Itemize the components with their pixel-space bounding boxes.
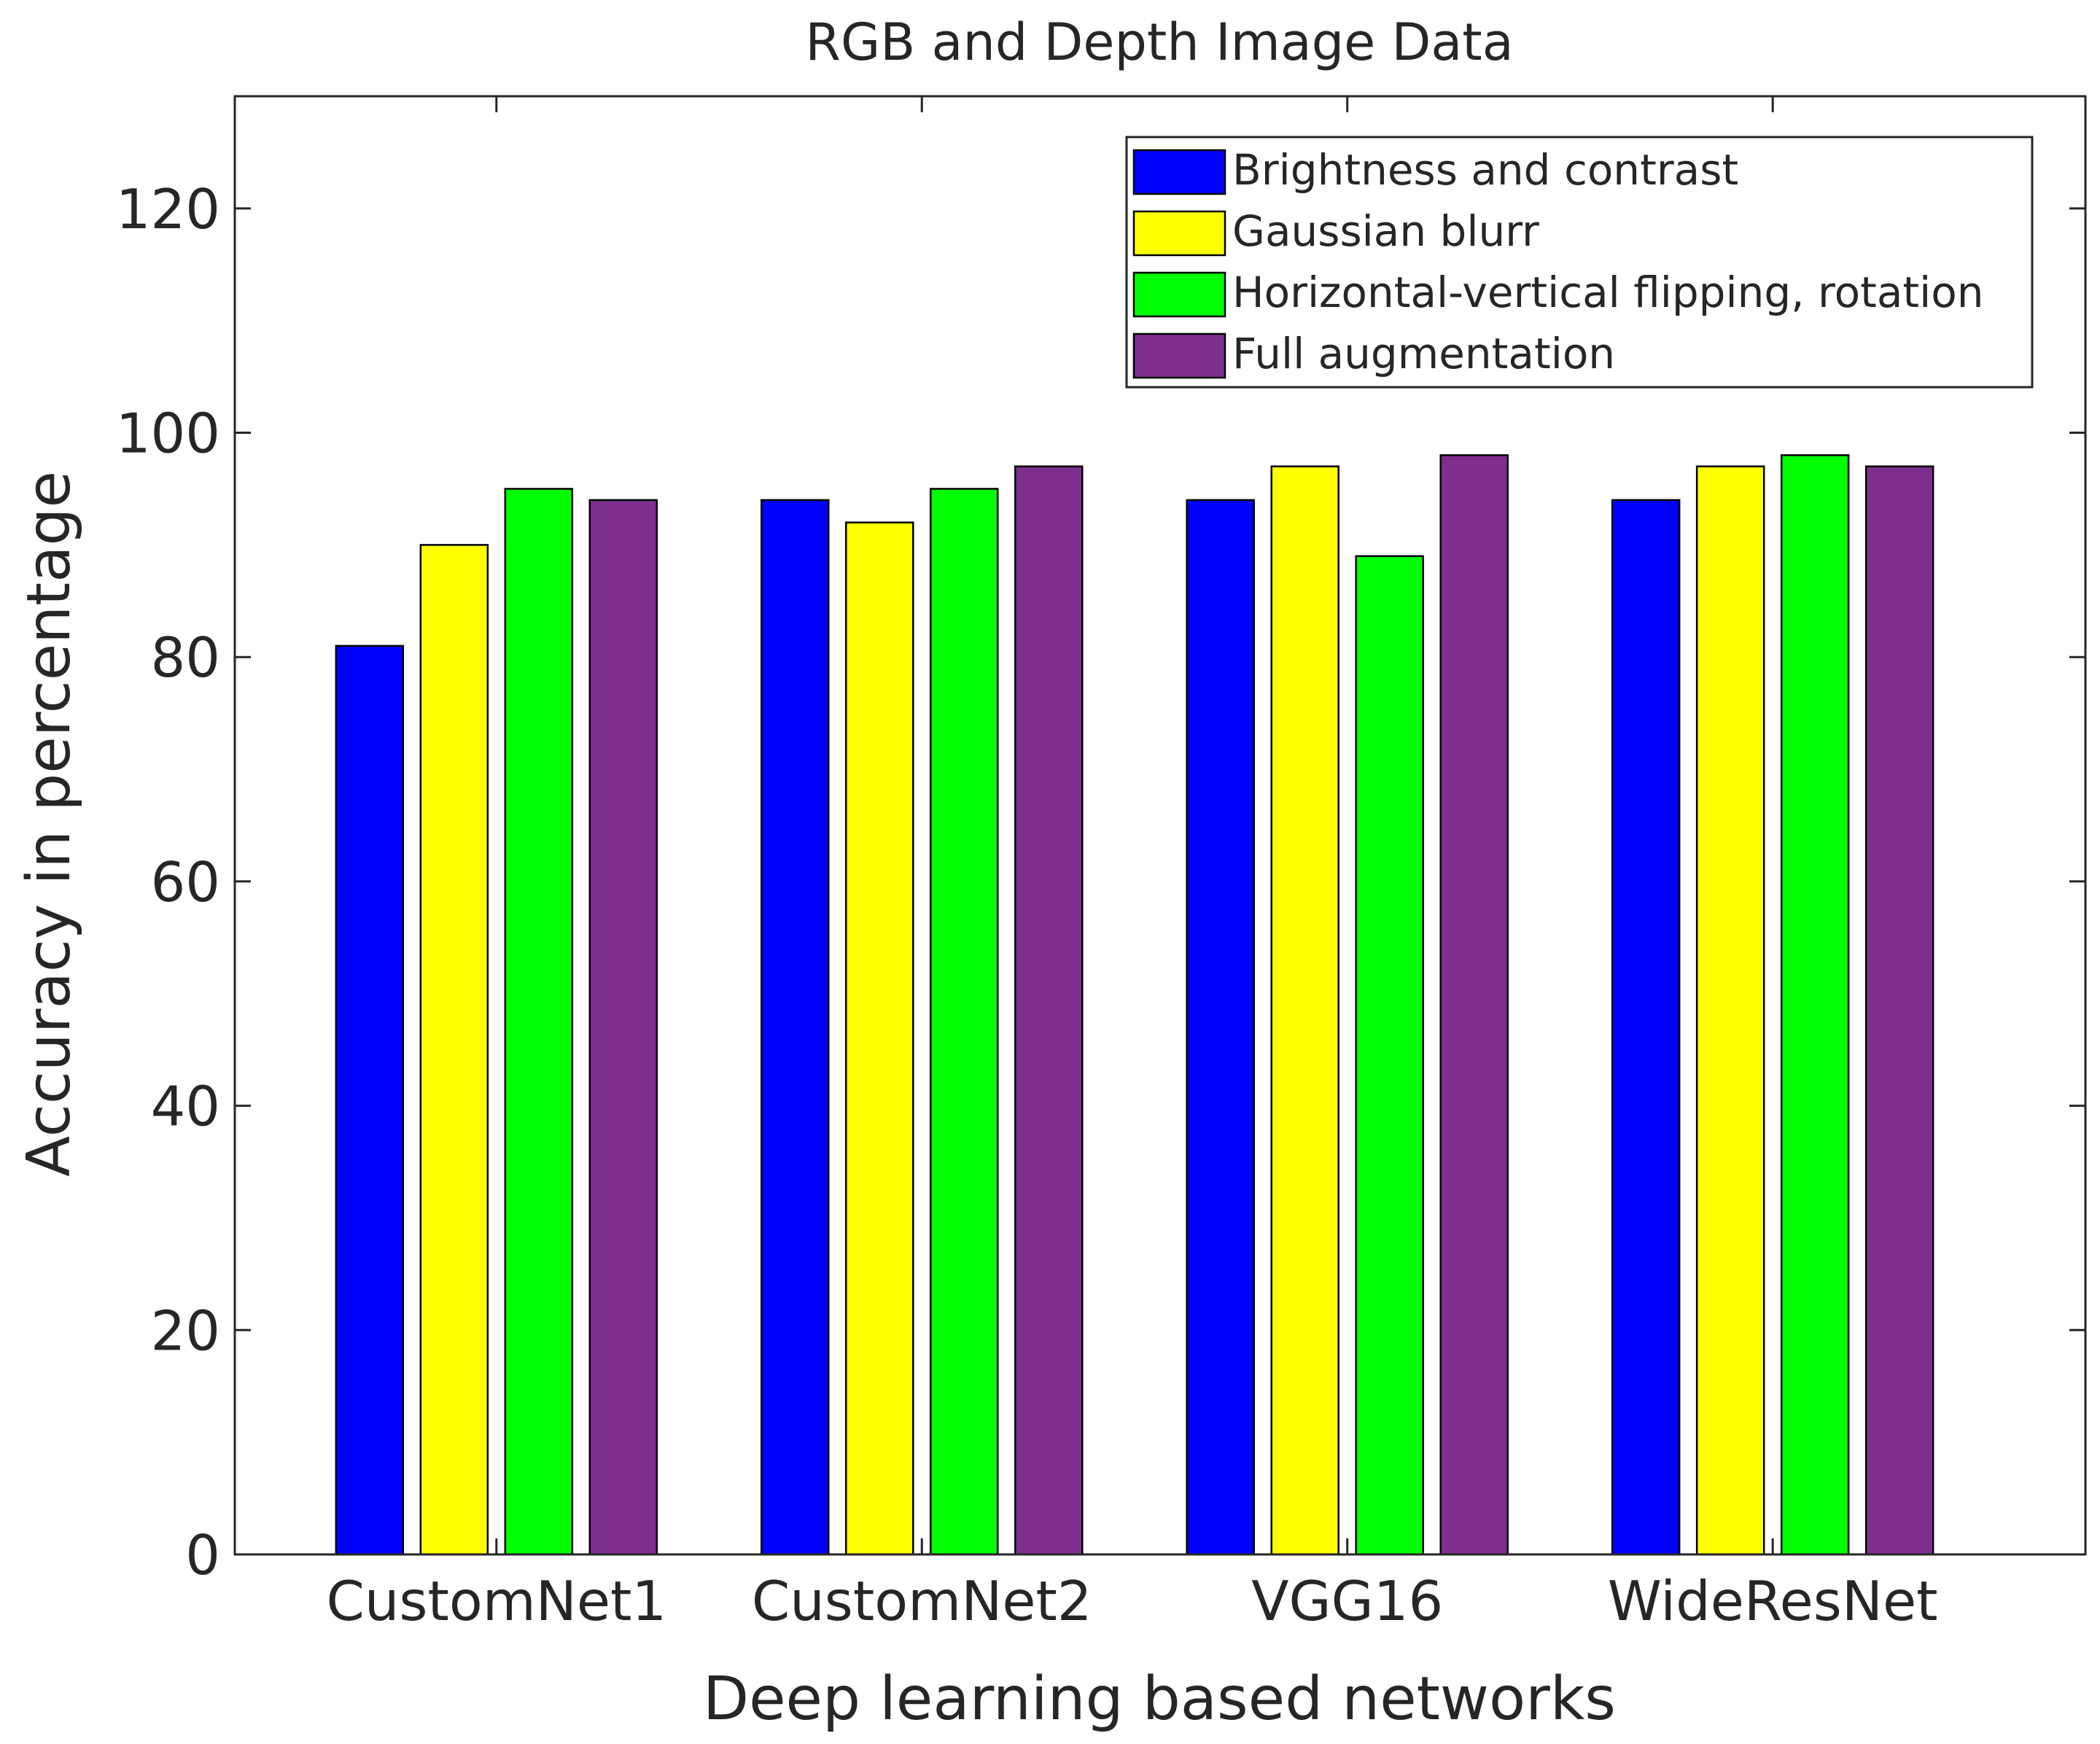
bar-gaussian-blurr-customnet1	[419, 544, 489, 1556]
y-tick-label: 120	[116, 177, 220, 241]
bar-horizontal-vertical-flipping-rotation-wideresnet	[1780, 454, 1850, 1556]
legend-items: Brightness and contrast Gaussian blurr Hor…	[1132, 145, 1984, 379]
bar-gaussian-blurr-customnet2	[845, 521, 914, 1556]
ticks-layer: CustomNet1 CustomNet2 VGG16 WideResNet 0 20 40…	[116, 96, 2085, 1633]
bar-brightness-and-contrast-customnet1	[335, 645, 405, 1556]
y-tick-label: 80	[151, 626, 220, 690]
y-tick-label: 0	[185, 1523, 220, 1587]
chart-title: RGB and Depth Image Data	[805, 12, 1513, 72]
bar-brightness-and-contrast-vgg16	[1186, 499, 1255, 1556]
bar-brightness-and-contrast-customnet2	[761, 499, 830, 1556]
legend-swatch	[1132, 271, 1226, 318]
legend-label: Gaussian blurr	[1232, 206, 1539, 256]
y-tick-label: 20	[151, 1299, 220, 1363]
y-tick-label: 100	[116, 402, 220, 466]
bar-full-augmentation-customnet1	[588, 499, 658, 1556]
legend-label: Full augmentation	[1232, 329, 1615, 378]
x-tick-label: WideResNet	[1608, 1569, 1938, 1633]
legend-swatch	[1132, 210, 1226, 257]
bar-brightness-and-contrast-wideresnet	[1611, 499, 1681, 1556]
legend-swatch	[1132, 332, 1226, 379]
bar-full-augmentation-customnet2	[1014, 465, 1084, 1556]
x-tick-label: CustomNet1	[326, 1569, 666, 1633]
bar-gaussian-blurr-wideresnet	[1695, 465, 1765, 1556]
bar-full-augmentation-wideresnet	[1864, 465, 1934, 1556]
legend: Brightness and contrast Gaussian blurr Hor…	[1125, 136, 2034, 389]
bar-gaussian-blurr-vgg16	[1270, 465, 1339, 1556]
legend-label: Horizontal-vertical flipping, rotation	[1232, 268, 1984, 317]
bar-horizontal-vertical-flipping-rotation-customnet2	[930, 488, 999, 1556]
bar-full-augmentation-vgg16	[1439, 454, 1509, 1556]
plot-area-frame	[233, 95, 2087, 1556]
y-axis-label: Accuracy in percentage	[15, 471, 84, 1177]
bar-horizontal-vertical-flipping-rotation-customnet1	[504, 488, 574, 1556]
bar-horizontal-vertical-flipping-rotation-vgg16	[1355, 555, 1424, 1556]
x-tick-label: VGG16	[1251, 1569, 1443, 1633]
legend-label: Brightness and contrast	[1232, 145, 1738, 195]
x-tick-label: CustomNet2	[752, 1569, 1092, 1633]
y-tick-label: 60	[151, 850, 220, 914]
y-tick-label: 40	[151, 1075, 220, 1139]
x-axis-label: Deep learning based networks	[703, 1665, 1616, 1734]
bars-layer	[335, 454, 1934, 1556]
legend-box	[1125, 136, 2034, 389]
legend-swatch	[1132, 149, 1226, 195]
